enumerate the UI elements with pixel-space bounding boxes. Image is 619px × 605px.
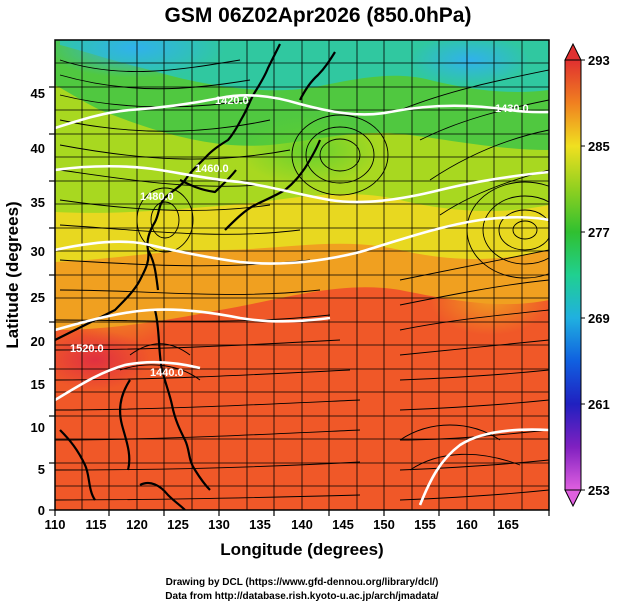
y-tick-label: 25 bbox=[31, 290, 45, 305]
y-axis-label: Latitude (degrees) bbox=[3, 201, 22, 348]
x-tick-label: 125 bbox=[167, 517, 189, 532]
map-title: GSM 06Z02Apr2026 (850.0hPa) bbox=[165, 4, 472, 27]
x-tick-label: 135 bbox=[249, 517, 271, 532]
contour-label: 1480.0 bbox=[140, 191, 174, 203]
colorbar-tick-label: 261 bbox=[588, 397, 610, 412]
contour-label: 1420.0 bbox=[215, 95, 249, 107]
x-tick-label: 140 bbox=[291, 517, 313, 532]
y-axis bbox=[49, 86, 55, 511]
colorbar-tick-label: 277 bbox=[588, 225, 610, 240]
contour-label: 1430.0 bbox=[495, 103, 529, 115]
colorbar bbox=[564, 42, 585, 508]
x-axis bbox=[54, 510, 550, 516]
x-tick-label: 150 bbox=[373, 517, 395, 532]
x-axis-label: Longitude (degrees) bbox=[220, 540, 383, 559]
contour-label: 1520.0 bbox=[70, 343, 104, 355]
x-tick-label: 115 bbox=[86, 517, 107, 532]
y-tick-label: 15 bbox=[31, 377, 45, 392]
x-tick-label: 160 bbox=[456, 517, 478, 532]
wind-streamlines bbox=[55, 59, 549, 501]
colorbar-tick-label: 253 bbox=[588, 483, 610, 498]
temperature-field bbox=[55, 40, 549, 510]
y-tick-label: 20 bbox=[31, 334, 45, 349]
coastlines bbox=[55, 43, 336, 510]
y-tick-label: 0 bbox=[38, 503, 45, 518]
y-tick-label: 35 bbox=[31, 195, 45, 210]
x-tick-label: 120 bbox=[126, 517, 148, 532]
height-contours bbox=[55, 94, 549, 506]
lat-lon-grid bbox=[55, 40, 549, 510]
y-tick-label: 30 bbox=[31, 244, 45, 259]
contour-label: 1440.0 bbox=[150, 367, 184, 379]
y-tick-label: 45 bbox=[31, 86, 45, 101]
colorbar-tick-label: 269 bbox=[588, 311, 610, 326]
x-tick-label: 155 bbox=[414, 517, 436, 532]
credit-data: Data from http://database.rish.kyoto-u.a… bbox=[165, 591, 439, 602]
y-tick-label: 40 bbox=[31, 141, 45, 156]
credit-drawing: Drawing by DCL (https://www.gfd-dennou.o… bbox=[166, 577, 439, 588]
contour-label: 1460.0 bbox=[195, 163, 229, 175]
y-tick-label: 5 bbox=[38, 462, 45, 477]
y-tick-label: 10 bbox=[31, 420, 45, 435]
x-tick-label: 110 bbox=[45, 517, 66, 532]
x-tick-label: 145 bbox=[332, 517, 354, 532]
x-tick-label: 130 bbox=[208, 517, 230, 532]
x-tick-label: 165 bbox=[497, 517, 519, 532]
colorbar-tick-label: 285 bbox=[588, 139, 610, 154]
colorbar-tick-label: 293 bbox=[588, 53, 610, 68]
